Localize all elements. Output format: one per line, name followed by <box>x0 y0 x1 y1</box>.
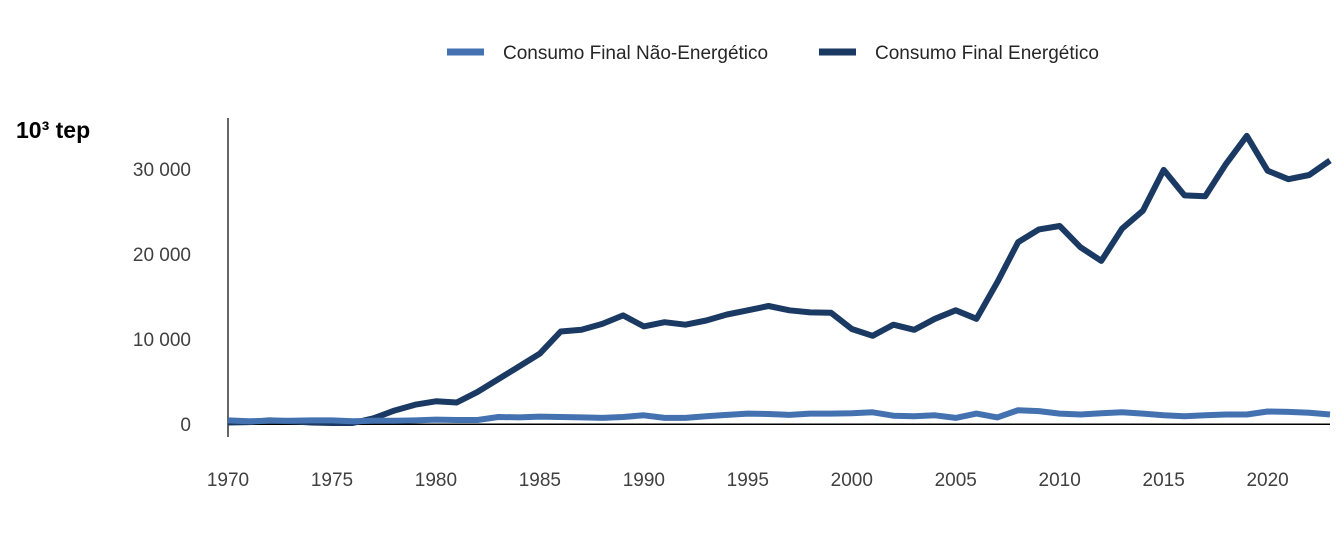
x-tick-label: 1990 <box>623 470 665 491</box>
series-line-nao-energetico <box>227 407 1331 425</box>
y-axis-label: 10³ tep <box>16 117 90 143</box>
y-tick-label: 10 000 <box>133 330 191 351</box>
y-tick-label: 0 <box>180 415 191 436</box>
legend-item-energetico: Consumo Final Energético <box>819 43 1099 64</box>
x-tick-label: 1975 <box>311 470 353 491</box>
x-axis-ticks: 1970 1975 1980 1985 1990 1995 2000 2005 2010 2015… <box>207 470 1289 491</box>
series-layer <box>227 132 1332 426</box>
x-tick-label: 2010 <box>1039 470 1081 491</box>
x-tick-label: 2000 <box>831 470 873 491</box>
x-tick-label: 2015 <box>1143 470 1185 491</box>
x-tick-label: 2020 <box>1246 470 1288 491</box>
x-tick-label: 1995 <box>727 470 769 491</box>
legend-item-nao-energetico: Consumo Final Não-Energético <box>447 43 768 64</box>
x-tick-label: 1980 <box>415 470 457 491</box>
x-tick-label: 2005 <box>935 470 977 491</box>
legend: Consumo Final Não-Energético Consumo Fin… <box>447 43 1099 64</box>
series-line-energetico <box>227 132 1332 426</box>
x-tick-label: 1970 <box>207 470 249 491</box>
legend-label-energetico: Consumo Final Energético <box>875 43 1099 64</box>
y-tick-label: 30 000 <box>133 160 191 181</box>
y-axis-ticks: 0 10 000 20 000 30 000 <box>133 160 191 436</box>
y-tick-label: 20 000 <box>133 245 191 266</box>
legend-label-nao-energetico: Consumo Final Não-Energético <box>503 43 768 64</box>
x-tick-label: 1985 <box>519 470 561 491</box>
